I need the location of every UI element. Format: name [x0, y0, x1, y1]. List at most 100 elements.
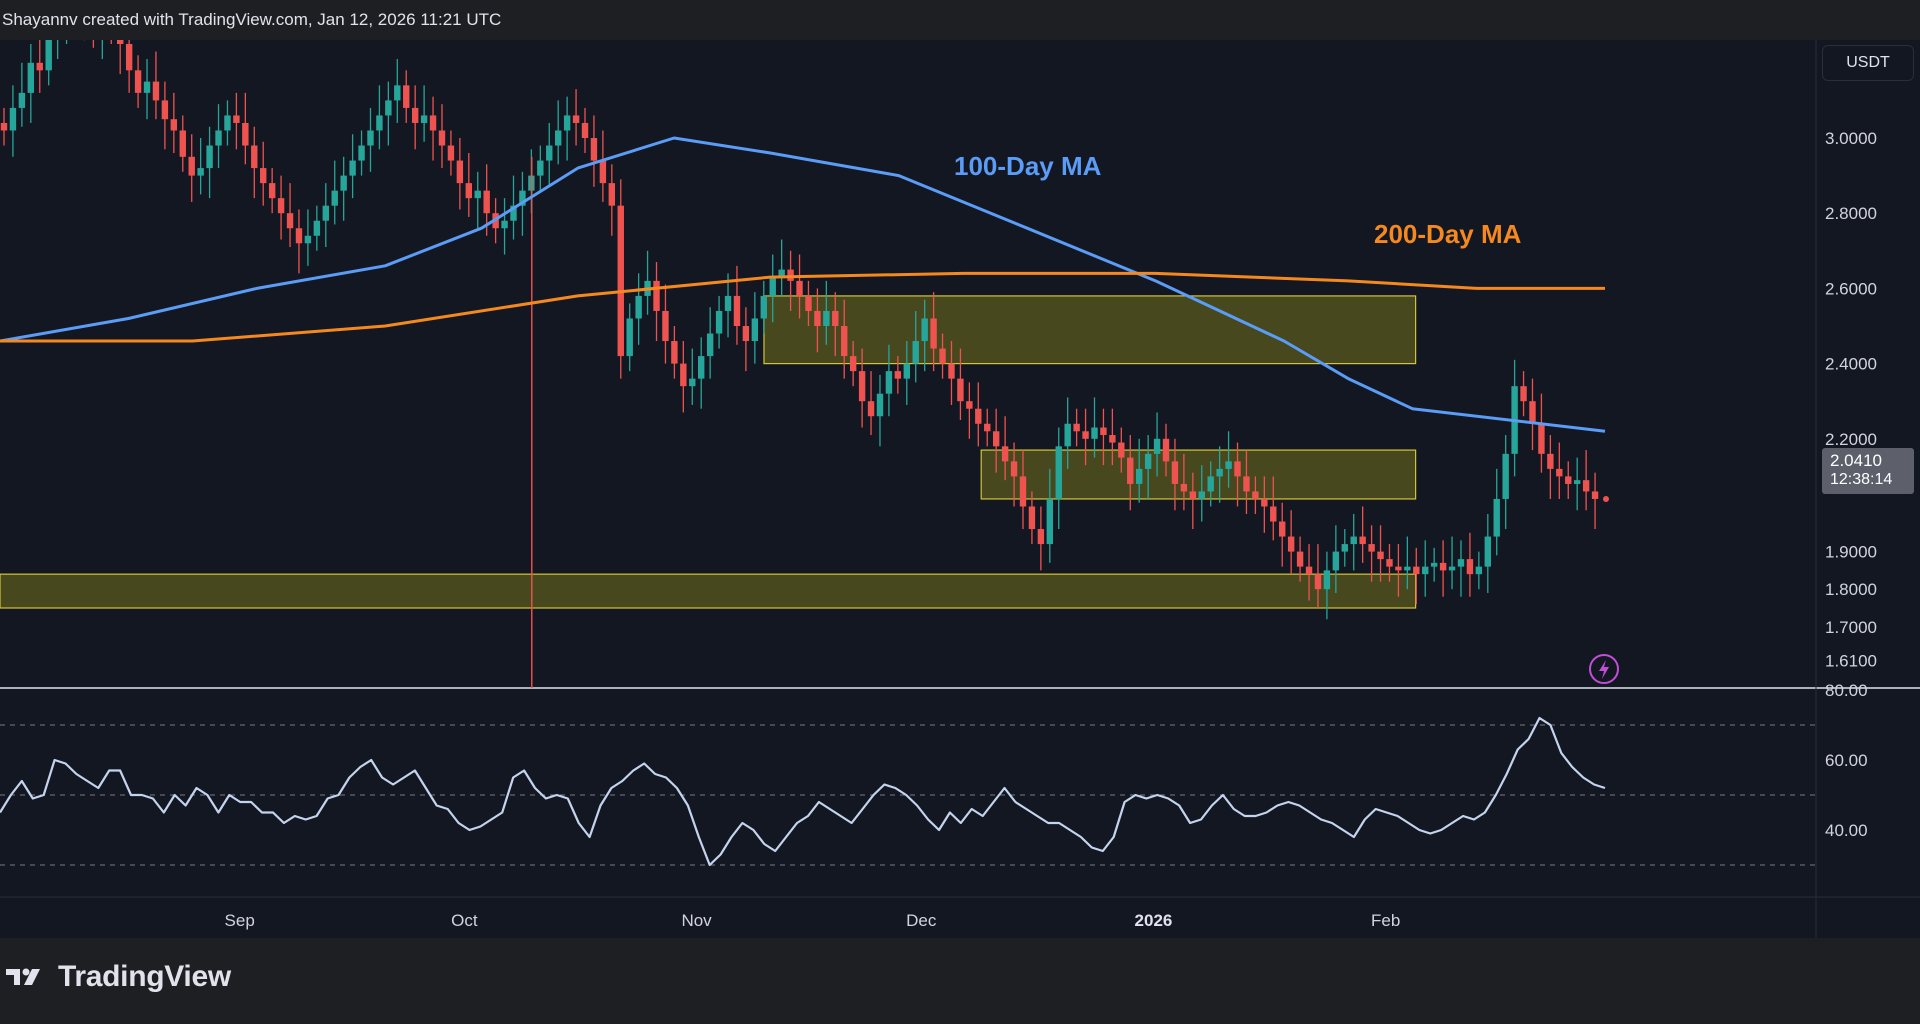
candle-body: [975, 408, 982, 424]
currency-button[interactable]: USDT: [1822, 45, 1914, 81]
candle-body: [1350, 536, 1357, 545]
candle-body: [635, 295, 642, 319]
footer-bar: [0, 938, 1920, 1024]
candle-body: [984, 423, 991, 432]
candle-body: [420, 115, 428, 123]
candle-body: [179, 130, 186, 157]
candle-body: [724, 295, 732, 311]
candle-body: [1162, 438, 1170, 462]
candle-body: [966, 401, 973, 409]
candle-body: [1314, 574, 1322, 590]
candle-body: [331, 190, 338, 206]
candle-body: [689, 378, 696, 387]
candle-body: [1225, 461, 1232, 469]
candle-body: [349, 160, 356, 176]
candle-body: [671, 341, 678, 364]
candle-body: [1287, 536, 1295, 552]
candle-body: [313, 220, 321, 236]
tradingview-logo-icon: [6, 968, 40, 985]
candle-body: [796, 280, 803, 296]
candle-body: [858, 371, 866, 402]
candle-body: [18, 92, 26, 108]
candle-body: [260, 168, 267, 184]
candle-body: [1529, 401, 1536, 424]
lightning-icon[interactable]: [1589, 654, 1619, 684]
price-tick-label: 2.6000: [1825, 279, 1877, 298]
candle-body: [45, 40, 52, 71]
candle-body: [1180, 483, 1188, 492]
rsi-tick-label: 80.00: [1825, 681, 1868, 700]
candle-body: [1466, 559, 1474, 575]
candle-body: [769, 277, 776, 296]
brand[interactable]: TradingView: [4, 960, 231, 994]
ma100-label: 100-Day MA: [954, 151, 1102, 181]
candle-body: [930, 318, 937, 349]
candle-body: [385, 100, 392, 116]
candle-body: [501, 220, 508, 229]
candle-body: [447, 145, 455, 161]
candle-body: [1037, 529, 1045, 545]
candle-body: [1591, 491, 1599, 499]
candle-body: [563, 115, 571, 131]
candle-body: [474, 190, 481, 199]
candle-body: [706, 333, 714, 357]
candle-body: [590, 138, 598, 161]
candle-body: [1100, 427, 1107, 436]
candle-body: [242, 122, 249, 146]
candle-body: [760, 295, 767, 319]
candle-body: [1127, 457, 1134, 484]
candle-body: [912, 341, 919, 364]
last-price-dot: [1603, 495, 1609, 502]
candle-body: [1144, 453, 1152, 469]
candle-body: [554, 130, 562, 146]
candle-body: [680, 363, 687, 387]
candle-body: [1493, 498, 1500, 537]
candle-body: [1475, 566, 1483, 575]
time-axis-label: Nov: [681, 911, 712, 930]
candle-body: [143, 81, 151, 93]
candle-body: [546, 145, 553, 161]
candle-body: [1216, 468, 1223, 477]
candle-body: [823, 310, 830, 326]
candle-body: [322, 205, 329, 221]
candle-body: [1439, 562, 1447, 571]
candle-body: [1305, 566, 1313, 575]
candle-body: [358, 145, 365, 161]
candle-body: [1296, 551, 1304, 567]
candle-body: [1261, 498, 1268, 507]
candle-body: [733, 295, 741, 326]
candle-body: [867, 401, 875, 417]
candle-body: [537, 160, 544, 176]
candle-body: [778, 269, 785, 278]
ma200-line: [0, 271, 1605, 343]
candle-body: [653, 280, 660, 311]
candle-body: [1359, 536, 1366, 545]
time-axis-label: Sep: [225, 911, 255, 930]
candle-body: [992, 431, 1000, 447]
candle-body: [9, 107, 17, 131]
candle-body: [1448, 566, 1456, 571]
candle-body: [304, 235, 312, 244]
candle-body: [751, 318, 759, 342]
candle-body: [1189, 491, 1197, 499]
ma200-label: 200-Day MA: [1374, 219, 1522, 249]
candle-body: [1153, 438, 1161, 454]
candle-body: [957, 378, 964, 402]
candle-body: [215, 130, 222, 146]
candle-body: [1404, 566, 1411, 571]
candle-body: [251, 145, 258, 169]
time-axis-label: 2026: [1135, 911, 1173, 930]
candle-body: [268, 183, 276, 199]
candle-body: [125, 44, 133, 71]
candle-body: [1207, 476, 1214, 492]
candle-body: [170, 119, 178, 131]
chart-area[interactable]: 100-Day MA 200-Day MA 1.6100 1.7000 1.8000 1.…: [0, 40, 1920, 938]
candle-body: [599, 160, 607, 184]
price-tick-label: 2.2000: [1825, 430, 1877, 449]
candle-body: [698, 356, 705, 379]
candle-body: [1582, 480, 1590, 492]
support-resistance-zone: [0, 573, 1417, 609]
time-axis-label: Oct: [451, 911, 478, 930]
rsi-line: [0, 716, 1606, 867]
candle-body: [1556, 468, 1563, 477]
